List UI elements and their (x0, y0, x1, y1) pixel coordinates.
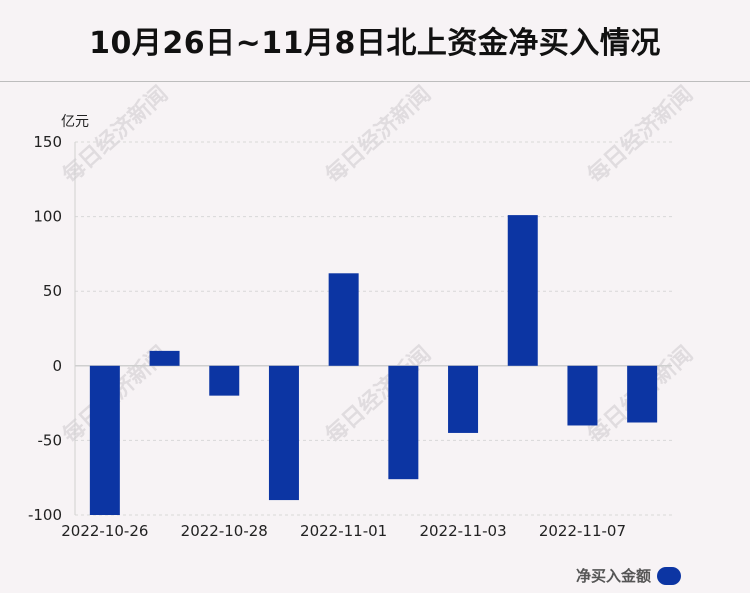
y-tick-label: 50 (43, 282, 62, 300)
bar (149, 350, 180, 366)
watermark-layer: 每日经济新闻每日经济新闻每日经济新闻每日经济新闻每日经济新闻每日经济新闻 (58, 81, 699, 449)
bar (567, 365, 598, 426)
x-tick-label: 2022-10-28 (181, 522, 268, 540)
gridlines (75, 141, 672, 516)
y-axis-unit: 亿元 (61, 114, 89, 130)
bar (89, 365, 120, 515)
legend-swatch (657, 566, 682, 585)
bar (268, 365, 299, 501)
y-tick-label: -50 (38, 431, 63, 449)
tick-labels: 150 100 50 0 -50 -100 亿元 2022-10-26 2022-10-28 20… (28, 114, 626, 540)
chart-title: 10月26日~11月8日北上资金净买入情况 (89, 26, 661, 61)
y-tick-label: 100 (33, 208, 62, 226)
title-divider (0, 81, 750, 82)
bar (448, 365, 479, 433)
watermark-text: 每日经济新闻 (321, 81, 437, 189)
bar (209, 365, 240, 396)
axes (74, 142, 672, 515)
x-tick-label: 2022-11-03 (419, 522, 506, 540)
y-tick-label: -100 (28, 506, 62, 524)
x-tick-label: 2022-11-01 (300, 522, 387, 540)
y-tick-label: 150 (33, 133, 62, 151)
y-tick-label: 0 (52, 357, 62, 375)
legend[interactable]: 净买入金额 (576, 565, 682, 586)
bar (507, 215, 538, 366)
x-tick-label: 2022-10-26 (61, 522, 148, 540)
bar (388, 365, 419, 480)
x-tick-label: 2022-11-07 (539, 522, 626, 540)
bar (627, 365, 658, 423)
legend-label: 净买入金额 (576, 567, 652, 585)
watermark-text: 每日经济新闻 (583, 81, 699, 189)
bars (89, 215, 658, 515)
bar (328, 273, 359, 366)
